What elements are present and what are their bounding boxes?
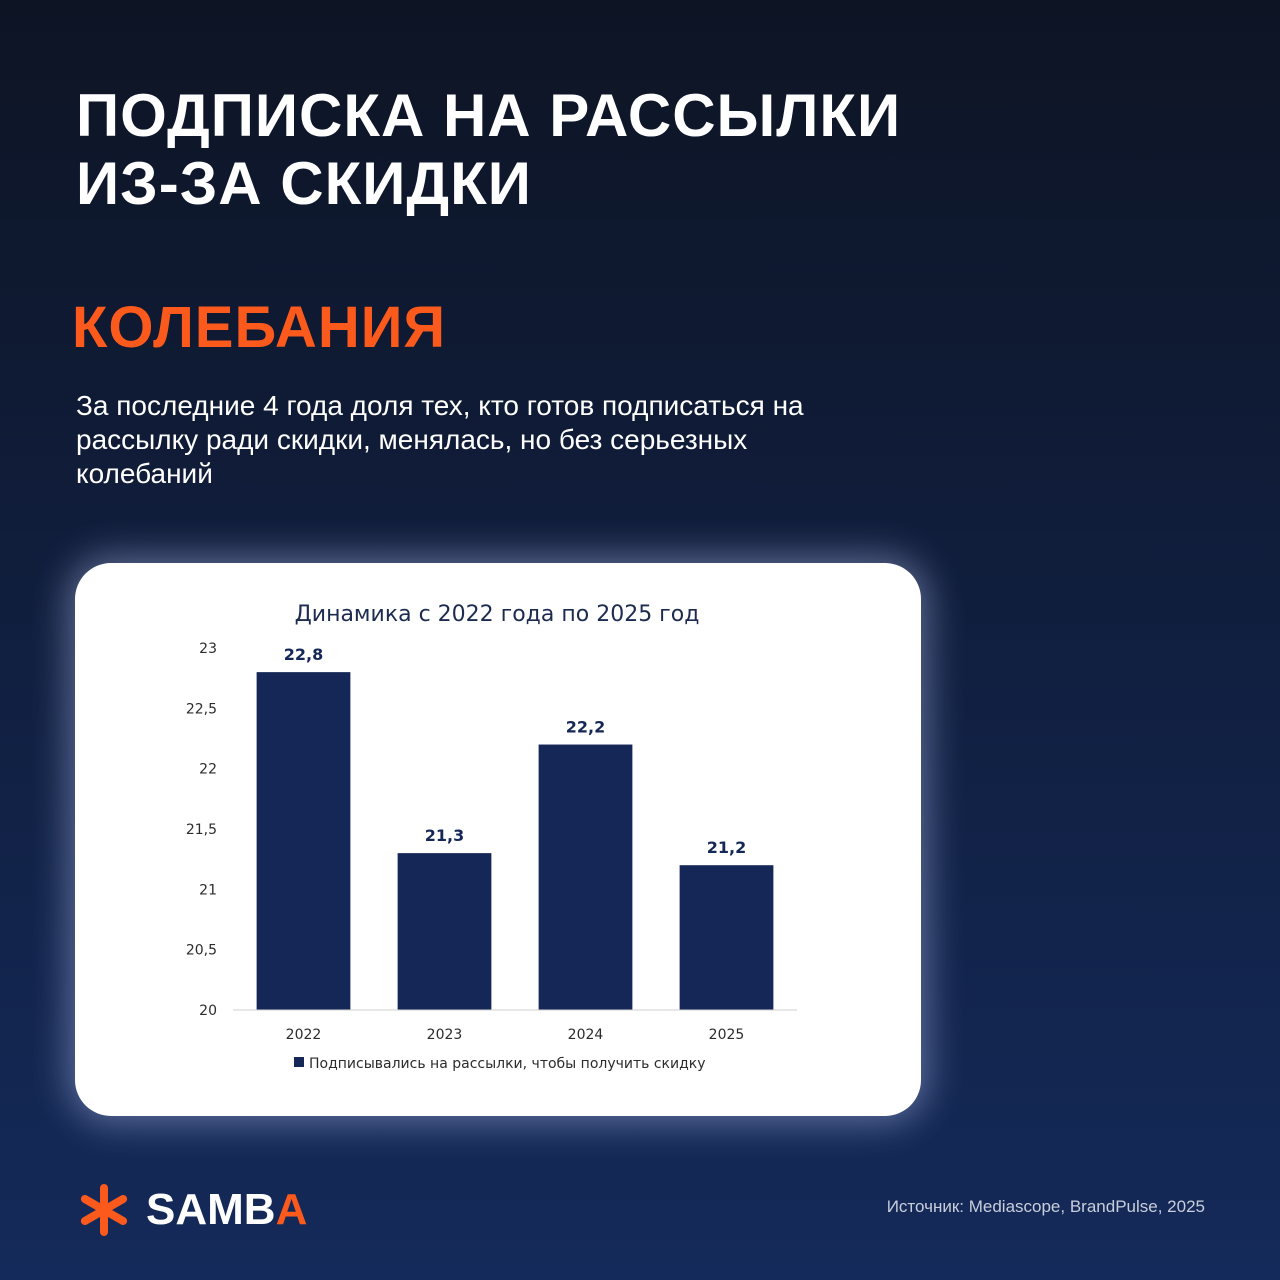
logo-wordmark: SAMBA xyxy=(146,1182,307,1238)
bar-2022 xyxy=(256,672,351,1010)
x-tick-label: 2023 xyxy=(427,1027,463,1043)
y-axis: 20 20,5 21 21,5 22 22,5 23 xyxy=(186,641,217,1019)
y-tick-label: 20,5 xyxy=(186,943,217,959)
legend-swatch xyxy=(294,1057,304,1067)
section-subtitle: КОЛЕБАНИЯ xyxy=(72,295,447,360)
chart-title: Динамика с 2022 года по 2025 год xyxy=(295,602,700,627)
x-tick-label: 2024 xyxy=(568,1027,604,1043)
legend-label: Подписывались на рассылки, чтобы получит… xyxy=(309,1056,706,1072)
page-title-line-2: ИЗ-ЗА СКИДКИ xyxy=(76,150,532,217)
logo-wordmark-accent: A xyxy=(275,1185,308,1234)
page-title-line-1: ПОДПИСКА НА РАССЫЛКИ xyxy=(76,82,902,149)
y-tick-label: 20 xyxy=(199,1003,217,1019)
data-label-2025: 21,2 xyxy=(707,838,746,857)
x-axis: 2022 2023 2024 2025 xyxy=(286,1027,745,1043)
y-tick-label: 21 xyxy=(199,882,217,898)
x-tick-label: 2025 xyxy=(709,1027,745,1043)
bar-2024 xyxy=(538,744,633,1010)
chart-legend: Подписывались на рассылки, чтобы получит… xyxy=(294,1056,706,1072)
page-title: ПОДПИСКА НА РАССЫЛКИ ИЗ-ЗА СКИДКИ xyxy=(76,82,901,218)
bar-chart: Динамика с 2022 года по 2025 год 2020,52… xyxy=(186,602,797,1072)
y-tick-label: 22 xyxy=(199,762,217,778)
x-tick-label: 2022 xyxy=(286,1027,322,1043)
y-tick-label: 23 xyxy=(199,641,217,657)
data-label-2024: 22,2 xyxy=(566,718,605,737)
bar-2025 xyxy=(679,865,774,1010)
logo-wordmark-main: SAMB xyxy=(146,1185,276,1234)
bar-group: 22,8 21,3 22,2 21,2 xyxy=(256,645,774,1010)
asterisk-logo-icon xyxy=(80,1184,128,1236)
description-text: За последние 4 года доля тех, кто готов … xyxy=(76,390,804,489)
data-label-2022: 22,8 xyxy=(284,645,323,664)
source-note: Источник: Mediascope, BrandPulse, 2025 xyxy=(886,1197,1205,1216)
y-tick-label: 22,5 xyxy=(186,701,217,717)
y-tick-label: 21,5 xyxy=(186,822,217,838)
samba-logo: SAMBA xyxy=(76,1180,307,1240)
chart-card: Динамика с 2022 года по 2025 год 20 20,5 2… xyxy=(75,563,921,1116)
data-label-2023: 21,3 xyxy=(425,826,464,845)
bar-2023 xyxy=(397,853,492,1010)
